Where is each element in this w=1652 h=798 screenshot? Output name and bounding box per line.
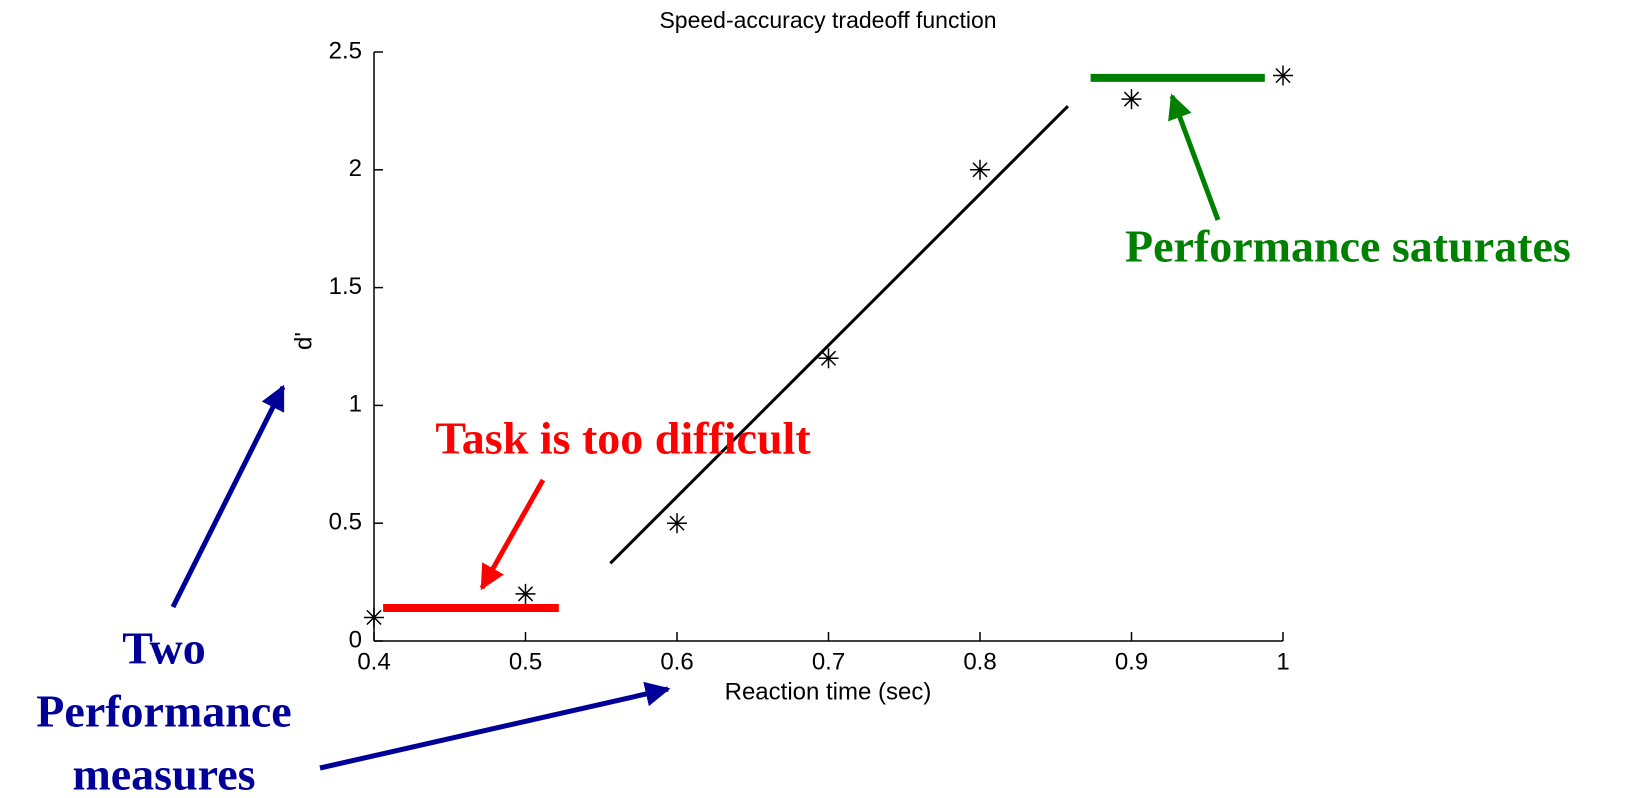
arrow	[479, 478, 546, 591]
y-tick-label: 1	[349, 391, 362, 418]
x-tick-label: 0.5	[509, 648, 542, 675]
arrow	[319, 681, 671, 771]
x-axis-label: Reaction time (sec)	[725, 678, 932, 705]
y-axis-label: d'	[290, 332, 317, 350]
point	[970, 159, 990, 180]
point	[515, 583, 536, 604]
point	[1121, 89, 1142, 110]
x-tick-label: 0.8	[963, 648, 996, 675]
y-tick-label: 1.5	[329, 273, 362, 300]
point	[667, 513, 687, 534]
annotation: Performance	[36, 686, 291, 737]
annotation: Task is too difficult	[435, 413, 811, 464]
x-tick-label: 0.9	[1115, 648, 1148, 675]
y-tick-label: 0	[349, 626, 362, 653]
annotation: measures	[72, 749, 255, 798]
annotation: Two	[122, 623, 206, 674]
point	[818, 348, 839, 369]
y-tick-label: 2.5	[329, 37, 362, 64]
x-tick-label: 0.7	[812, 648, 845, 675]
annotation: Performance saturates	[1125, 221, 1571, 272]
x-tick-label: 0.6	[660, 648, 693, 675]
arrow	[170, 384, 286, 609]
x-tick-label: 0.4	[357, 648, 390, 675]
point	[364, 607, 384, 628]
chart-title: Speed-accuracy tradeoff function	[659, 7, 996, 33]
point	[1273, 65, 1293, 86]
x-tick-label: 1	[1276, 648, 1289, 675]
y-tick-label: 2	[349, 155, 362, 182]
fit-line	[609, 105, 1069, 565]
y-tick-label: 0.5	[329, 509, 362, 536]
arrow	[1168, 93, 1221, 221]
